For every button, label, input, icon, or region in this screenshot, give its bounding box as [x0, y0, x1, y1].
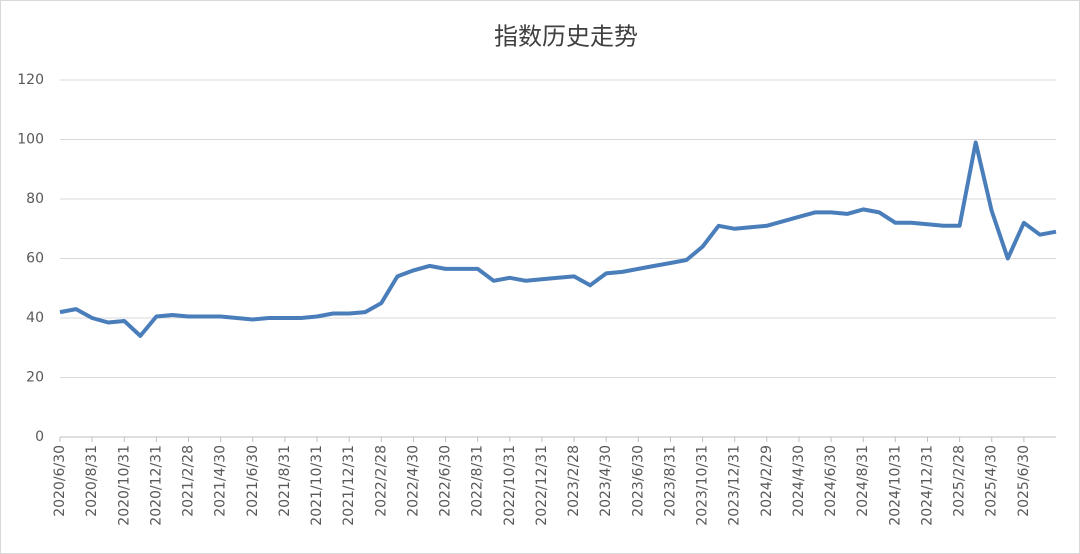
x-tick-label: 2021/2/28 — [181, 445, 197, 517]
x-tick-label: 2023/2/28 — [566, 445, 582, 517]
x-tick-label: 2020/8/31 — [84, 445, 100, 517]
x-tick-label: 2024/6/30 — [823, 445, 839, 517]
y-tick-label: 60 — [26, 251, 44, 267]
x-tick-label: 2020/6/30 — [52, 445, 68, 517]
x-tick-label: 2022/2/28 — [373, 445, 389, 517]
x-tick-label: 2021/6/30 — [245, 445, 261, 517]
x-tick-label: 2020/12/31 — [148, 445, 164, 526]
x-tick-label: 2024/4/30 — [791, 445, 807, 517]
x-tick-label: 2022/8/31 — [470, 445, 486, 517]
y-tick-label: 40 — [26, 310, 44, 326]
x-tick-label: 2023/12/31 — [727, 445, 743, 526]
x-tick-label: 2022/12/31 — [534, 445, 550, 526]
x-tick-label: 2025/6/30 — [1016, 445, 1032, 517]
x-tick-label: 2021/12/31 — [341, 445, 357, 526]
x-tick-label: 2023/4/30 — [598, 445, 614, 517]
y-tick-label: 100 — [17, 132, 44, 148]
chart-title: 指数历史走势 — [494, 23, 638, 51]
data-line — [59, 140, 1057, 338]
x-tick-label: 2023/8/31 — [662, 445, 678, 517]
x-tick-label: 2025/4/30 — [984, 445, 1000, 517]
x-tick-label: 2022/4/30 — [405, 445, 421, 517]
y-tick-label: 120 — [17, 72, 44, 88]
x-tick-label: 2023/6/30 — [630, 445, 646, 517]
x-tick-label: 2021/4/30 — [213, 445, 229, 517]
x-tick-label: 2024/8/31 — [855, 445, 871, 517]
x-tick-label: 2021/8/31 — [277, 445, 293, 517]
x-tick-label: 2025/2/28 — [952, 445, 968, 517]
y-tick-label: 20 — [26, 370, 44, 386]
y-tick-label: 80 — [26, 191, 44, 207]
x-tick-label: 2024/12/31 — [919, 445, 935, 526]
x-tick-label: 2021/10/31 — [309, 445, 325, 526]
y-tick-label: 0 — [35, 429, 44, 445]
x-tick-label: 2020/10/31 — [116, 445, 132, 526]
x-tick-label: 2022/6/30 — [438, 445, 454, 517]
x-tick-label: 2022/10/31 — [502, 445, 518, 526]
x-tick-label: 2023/10/31 — [695, 445, 711, 526]
x-tick-label: 2024/2/29 — [759, 445, 775, 517]
x-tick-label: 2024/10/31 — [887, 445, 903, 526]
